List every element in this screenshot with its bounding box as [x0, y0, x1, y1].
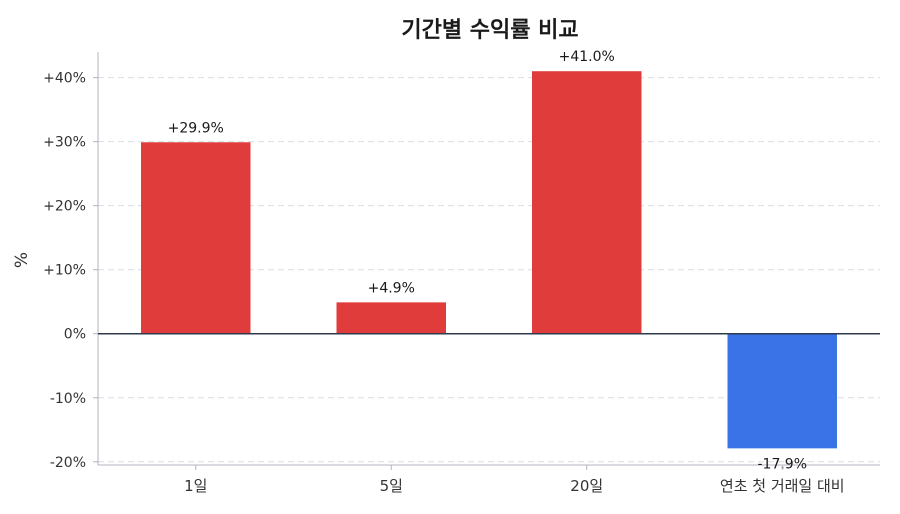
data-label: +4.9%: [368, 280, 415, 296]
data-label: -17.9%: [757, 456, 807, 472]
x-tick-label: 연초 첫 거래일 대비: [720, 477, 845, 495]
y-tick-label: +20%: [43, 199, 86, 215]
y-tick-label: -20%: [50, 455, 86, 471]
y-tick-label: +30%: [43, 135, 86, 151]
x-tick-label: 20일: [570, 477, 603, 495]
y-tick-label: -10%: [50, 391, 86, 407]
data-label: +29.9%: [168, 120, 224, 136]
y-tick-label: +40%: [43, 71, 86, 87]
y-tick-label: +10%: [43, 263, 86, 279]
bar-2: [532, 71, 642, 334]
y-tick-label: 0%: [64, 327, 86, 343]
bar-0: [141, 142, 251, 334]
bar-1: [336, 302, 446, 334]
chart-title: 기간별 수익률 비교: [401, 18, 579, 43]
bar-3: [727, 333, 837, 449]
data-label: +41.0%: [559, 49, 615, 65]
x-tick-label: 5일: [380, 477, 403, 495]
x-tick-label: 1일: [184, 477, 207, 495]
